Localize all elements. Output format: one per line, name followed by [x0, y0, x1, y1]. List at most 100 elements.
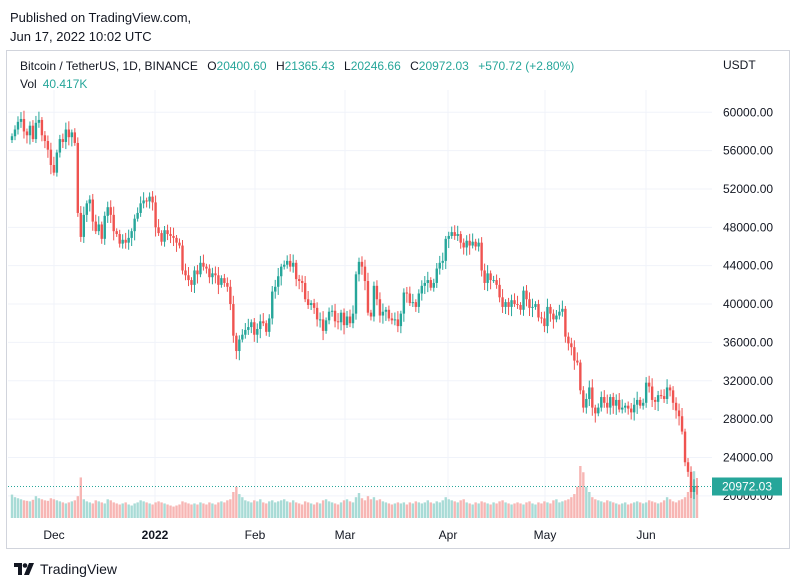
- candle-body: [163, 230, 166, 242]
- volume-bar: [187, 503, 190, 518]
- candle-body: [339, 312, 343, 323]
- volume-bar: [130, 505, 133, 518]
- candle-body: [570, 343, 573, 348]
- price-tick-label: 48000.00: [723, 220, 773, 234]
- footer-brand[interactable]: TradingView: [14, 561, 117, 577]
- candle-body: [28, 125, 32, 136]
- volume-bar: [689, 481, 693, 518]
- currency-label: USDT: [723, 58, 756, 72]
- volume-bar: [211, 503, 214, 518]
- volume-bar: [438, 502, 441, 518]
- candle-body: [606, 402, 609, 408]
- volume-bar: [190, 504, 193, 518]
- candle-body: [366, 281, 370, 313]
- volume-bar: [381, 501, 385, 518]
- volume-bar: [271, 500, 274, 518]
- volume-bar: [294, 502, 298, 518]
- candle-body: [19, 118, 23, 122]
- price-tick-label: 32000.00: [723, 374, 773, 388]
- candle-body: [621, 407, 624, 410]
- symbol-title[interactable]: Bitcoin / TetherUS, 1D, BINANCE: [20, 59, 198, 73]
- publish-info: Published on TradingView.com, Jun 17, 20…: [10, 8, 191, 46]
- candle-body: [677, 410, 681, 417]
- volume-bar: [680, 499, 684, 518]
- volume-bar: [471, 504, 474, 518]
- volume-bar: [612, 502, 615, 518]
- volume-bar: [549, 503, 552, 518]
- candle-body: [456, 234, 459, 236]
- candle-body: [16, 121, 20, 130]
- candle-body: [438, 262, 441, 269]
- candle-body: [576, 360, 579, 363]
- candle-body: [567, 336, 570, 344]
- volume-bar: [671, 501, 675, 518]
- candle-body: [130, 231, 133, 238]
- candle-body: [588, 387, 591, 399]
- volume-bar: [683, 497, 687, 518]
- volume-bar: [366, 496, 370, 518]
- volume-bar: [309, 503, 313, 518]
- volume-bar: [585, 486, 588, 518]
- volume-bar: [220, 501, 223, 518]
- candle-body: [103, 215, 106, 239]
- volume-bar: [253, 500, 256, 518]
- volume-bar: [55, 500, 59, 518]
- volume-bar: [232, 492, 235, 518]
- candle-body: [52, 165, 56, 173]
- volume-bar: [591, 497, 594, 518]
- volume-bar: [333, 503, 337, 518]
- volume-bar: [621, 503, 624, 518]
- candle-body: [297, 279, 301, 282]
- volume-bar: [49, 498, 53, 518]
- volume-bar: [665, 497, 669, 518]
- candle-body: [585, 398, 588, 408]
- volume-bar: [507, 503, 510, 518]
- volume-bar: [399, 503, 403, 518]
- candle-body: [253, 322, 256, 335]
- volume-bar: [82, 499, 85, 518]
- volume-bar: [103, 503, 106, 518]
- volume-bar: [408, 502, 412, 518]
- candle-body: [378, 299, 382, 316]
- candle-body: [426, 280, 429, 283]
- candle-body: [187, 275, 190, 281]
- price-tick-label: 36000.00: [723, 335, 773, 349]
- candle-body: [393, 319, 397, 321]
- candle-body: [522, 290, 525, 310]
- volume-bar: [641, 503, 645, 518]
- volume-bar: [375, 500, 379, 518]
- volume-bar: [456, 502, 459, 518]
- candle-body: [148, 196, 151, 202]
- candle-body: [444, 238, 447, 261]
- candle-body: [411, 302, 415, 304]
- volume-bar: [522, 504, 525, 518]
- candle-body: [510, 300, 513, 307]
- candle-body: [627, 405, 630, 409]
- candle-body: [441, 260, 444, 263]
- volume-bar: [378, 499, 382, 518]
- volume-bar: [659, 502, 663, 518]
- candle-body: [244, 329, 247, 335]
- candle-body: [600, 397, 603, 408]
- volume-bar: [444, 497, 447, 518]
- change-value: +570.72 (+2.80%): [478, 59, 575, 73]
- candle-body: [318, 319, 322, 321]
- volume-bar: [345, 499, 349, 518]
- volume-bar: [327, 501, 331, 518]
- candle-body: [650, 386, 654, 400]
- volume-bar: [223, 502, 226, 518]
- candle-body: [154, 202, 157, 228]
- volume-bar: [531, 503, 534, 518]
- volume-bar: [76, 496, 80, 518]
- time-tick-label: Mar: [335, 528, 356, 542]
- candle-body: [58, 139, 62, 153]
- candle-body: [88, 199, 91, 204]
- chart-frame[interactable]: [6, 50, 790, 549]
- volume-bar: [61, 502, 65, 518]
- candle-body: [528, 299, 531, 308]
- volume-bar: [247, 501, 250, 518]
- candle-body: [597, 407, 600, 414]
- candle-body: [480, 242, 483, 271]
- candle-body: [579, 362, 582, 391]
